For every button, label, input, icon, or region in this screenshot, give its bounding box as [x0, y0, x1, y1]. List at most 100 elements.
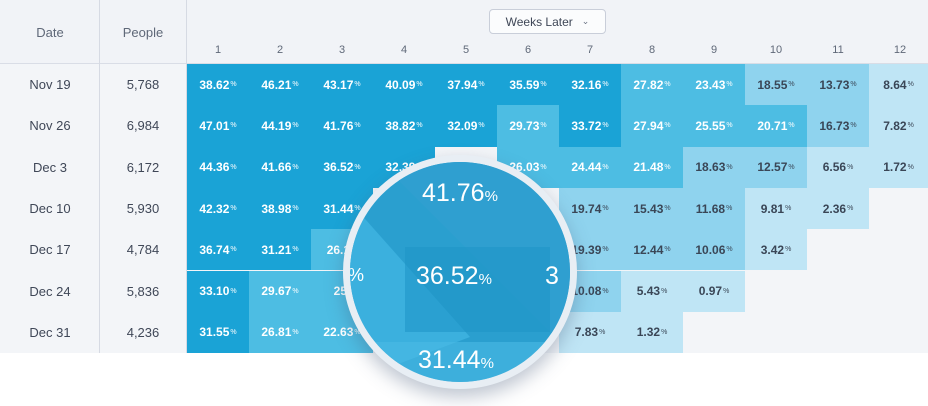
retention-cell[interactable]: 44.19%: [249, 105, 311, 147]
retention-cell[interactable]: 8.64%: [869, 64, 928, 106]
retention-value: 15.43: [633, 201, 664, 216]
week-header: 10: [769, 44, 783, 56]
retention-value: 33.10: [199, 284, 230, 299]
retention-cell[interactable]: 10.06%: [683, 229, 745, 271]
retention-value: 23.43: [695, 77, 726, 92]
retention-value: 29.73: [509, 118, 540, 133]
retention-cell[interactable]: 9.81%: [745, 187, 807, 230]
retention-cell[interactable]: 5.43%: [621, 270, 683, 312]
percent-sign: %: [478, 81, 485, 89]
percent-sign: %: [416, 122, 423, 130]
retention-cell[interactable]: 38.98%: [249, 187, 311, 230]
retention-cell[interactable]: 15.43%: [621, 187, 683, 230]
retention-cell[interactable]: 25.55%: [683, 105, 745, 147]
retention-cell[interactable]: 18.63%: [683, 146, 745, 188]
percent-sign: %: [726, 205, 733, 213]
retention-value: 5.43: [636, 284, 661, 299]
retention-cell[interactable]: 27.94%: [621, 105, 683, 147]
percent-sign: %: [664, 163, 671, 171]
retention-cell[interactable]: 32.16%: [559, 64, 621, 106]
retention-cell[interactable]: 12.44%: [621, 229, 683, 271]
retention-cell[interactable]: 47.01%: [187, 105, 249, 147]
retention-cell[interactable]: 37.94%: [435, 64, 497, 106]
retention-cell[interactable]: 42.32%: [187, 187, 249, 230]
retention-cell[interactable]: 16.73%: [807, 105, 869, 147]
date-column-header: Date: [36, 25, 64, 40]
percent-sign: %: [602, 287, 609, 295]
retention-value: 10.06: [695, 242, 726, 257]
cohort-people-count: 4,236: [126, 324, 160, 340]
retention-value: 35.59: [509, 77, 540, 92]
retention-cell[interactable]: 43.17%: [311, 64, 373, 106]
percent-sign: %: [661, 287, 668, 295]
retention-cell[interactable]: 2.36%: [807, 187, 869, 230]
retention-cell[interactable]: 32.09%: [435, 105, 497, 147]
retention-cell[interactable]: 46.21%: [249, 64, 311, 106]
retention-cell[interactable]: 7.82%: [869, 105, 928, 147]
retention-value: 47.01: [199, 118, 230, 133]
percent-sign: %: [230, 122, 237, 130]
percent-sign: %: [354, 205, 361, 213]
retention-cell[interactable]: 44.36%: [187, 146, 249, 188]
retention-cell[interactable]: 29.67%: [249, 270, 311, 312]
retention-value: 18.63: [695, 160, 726, 175]
retention-cell[interactable]: 41.76%: [311, 105, 373, 147]
percent-sign: %: [354, 81, 361, 89]
retention-cell[interactable]: 12.57%: [745, 146, 807, 188]
retention-cell[interactable]: 1.72%: [869, 146, 928, 188]
retention-value: 37.94: [447, 77, 478, 92]
retention-cell[interactable]: 35.59%: [497, 64, 559, 106]
retention-cell[interactable]: 1.32%: [621, 311, 683, 354]
percent-sign: %: [230, 205, 237, 213]
retention-cell[interactable]: 20.71%: [745, 105, 807, 147]
retention-cell[interactable]: 33.10%: [187, 270, 249, 312]
retention-value: 33.72: [571, 118, 602, 133]
cohort-date: Dec 31: [29, 324, 71, 340]
weeks-later-dropdown[interactable]: Weeks Later ⌄: [489, 9, 606, 34]
retention-value: 7.82: [883, 118, 907, 133]
retention-cell[interactable]: 26.81%: [249, 311, 311, 354]
retention-cell[interactable]: 38.62%: [187, 64, 249, 106]
retention-value: 41.66: [261, 160, 292, 175]
week-header: 8: [648, 44, 656, 56]
magnified-value-bottom: 31.44%: [418, 346, 494, 374]
retention-value: 7.83: [574, 325, 599, 340]
percent-sign: %: [230, 163, 237, 171]
retention-cell[interactable]: 29.73%: [497, 105, 559, 147]
retention-cell[interactable]: 18.55%: [745, 64, 807, 106]
percent-sign: %: [602, 205, 609, 213]
retention-cell[interactable]: 13.73%: [807, 64, 869, 106]
retention-cell[interactable]: 36.52%: [311, 146, 373, 188]
retention-value: 2.36: [822, 201, 847, 216]
retention-cell[interactable]: 38.82%: [373, 105, 435, 147]
retention-cell[interactable]: 3.42%: [745, 229, 807, 271]
week-header: 1: [214, 44, 222, 56]
retention-cell[interactable]: 40.09%: [373, 64, 435, 106]
retention-cell[interactable]: 33.72%: [559, 105, 621, 147]
percent-sign: %: [723, 287, 730, 295]
percent-sign: %: [726, 163, 733, 171]
percent-sign: %: [726, 81, 733, 89]
retention-cell[interactable]: 21.48%: [621, 146, 683, 188]
percent-sign: %: [785, 246, 792, 254]
retention-cell[interactable]: 11.68%: [683, 187, 745, 230]
week-header: 6: [524, 44, 532, 56]
retention-value: 20.71: [757, 118, 788, 133]
retention-cell[interactable]: 31.21%: [249, 229, 311, 271]
percent-sign: %: [292, 81, 299, 89]
percent-sign: %: [726, 122, 733, 130]
column-divider: [186, 0, 187, 353]
retention-value: 36.52: [323, 160, 354, 175]
magnified-value-top: 41.76%: [422, 179, 498, 207]
retention-cell[interactable]: 23.43%: [683, 64, 745, 106]
percent-sign: %: [847, 163, 854, 171]
percent-sign: %: [230, 81, 237, 89]
retention-cell[interactable]: 31.55%: [187, 311, 249, 354]
cohort-people-count: 6,984: [126, 118, 160, 134]
retention-cell[interactable]: 27.82%: [621, 64, 683, 106]
retention-cell[interactable]: 41.66%: [249, 146, 311, 188]
percent-sign: %: [850, 81, 857, 89]
retention-cell[interactable]: 36.74%: [187, 229, 249, 271]
retention-cell[interactable]: 0.97%: [683, 270, 745, 312]
retention-cell[interactable]: 6.56%: [807, 146, 869, 188]
